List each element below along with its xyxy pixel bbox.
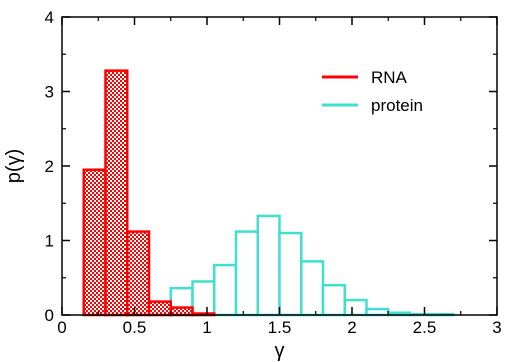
legend-label-protein: protein [371,96,423,115]
rna-series [82,69,216,317]
legend-label-rna: RNA [371,68,408,87]
y-tick-label: 3 [45,83,54,102]
protein-bar-8 [256,214,281,317]
x-tick-label: 1.5 [268,318,292,337]
y-tick-label: 2 [45,157,54,176]
y-axis: 0 1 2 3 4 [45,8,497,325]
protein-bar-12 [343,298,368,317]
y-tick-label: 4 [45,8,54,27]
protein-bar-7 [234,230,259,317]
x-tick-label: 2 [347,318,356,337]
x-tick-label: 3 [492,318,501,337]
y-tick-label: 1 [45,232,54,251]
x-tick-label: 1 [202,318,211,337]
y-axis-label: p(γ) [3,149,25,183]
x-axis: 0 0.5 1 1.5 2 2.5 3 [57,17,502,337]
protein-series [104,214,455,317]
protein-bar-6 [213,263,238,317]
protein-bar-13 [365,307,390,317]
rna-bar-2 [126,230,151,317]
legend: RNA protein [322,68,423,115]
protein-bar-11 [321,283,346,317]
x-tick-label: 0 [57,318,66,337]
y-tick-label: 0 [45,306,54,325]
protein-bar-10 [300,260,325,317]
x-tick-label: 0.5 [123,318,147,337]
x-tick-label: 2.5 [413,318,437,337]
rna-bar-0 [82,168,107,317]
protein-bar-9 [278,231,303,317]
x-axis-label: γ [275,340,285,362]
protein-bar-5 [191,280,216,317]
rna-bar-4 [169,306,194,317]
rna-bar-1 [104,69,129,317]
rna-bar-3 [147,300,172,317]
